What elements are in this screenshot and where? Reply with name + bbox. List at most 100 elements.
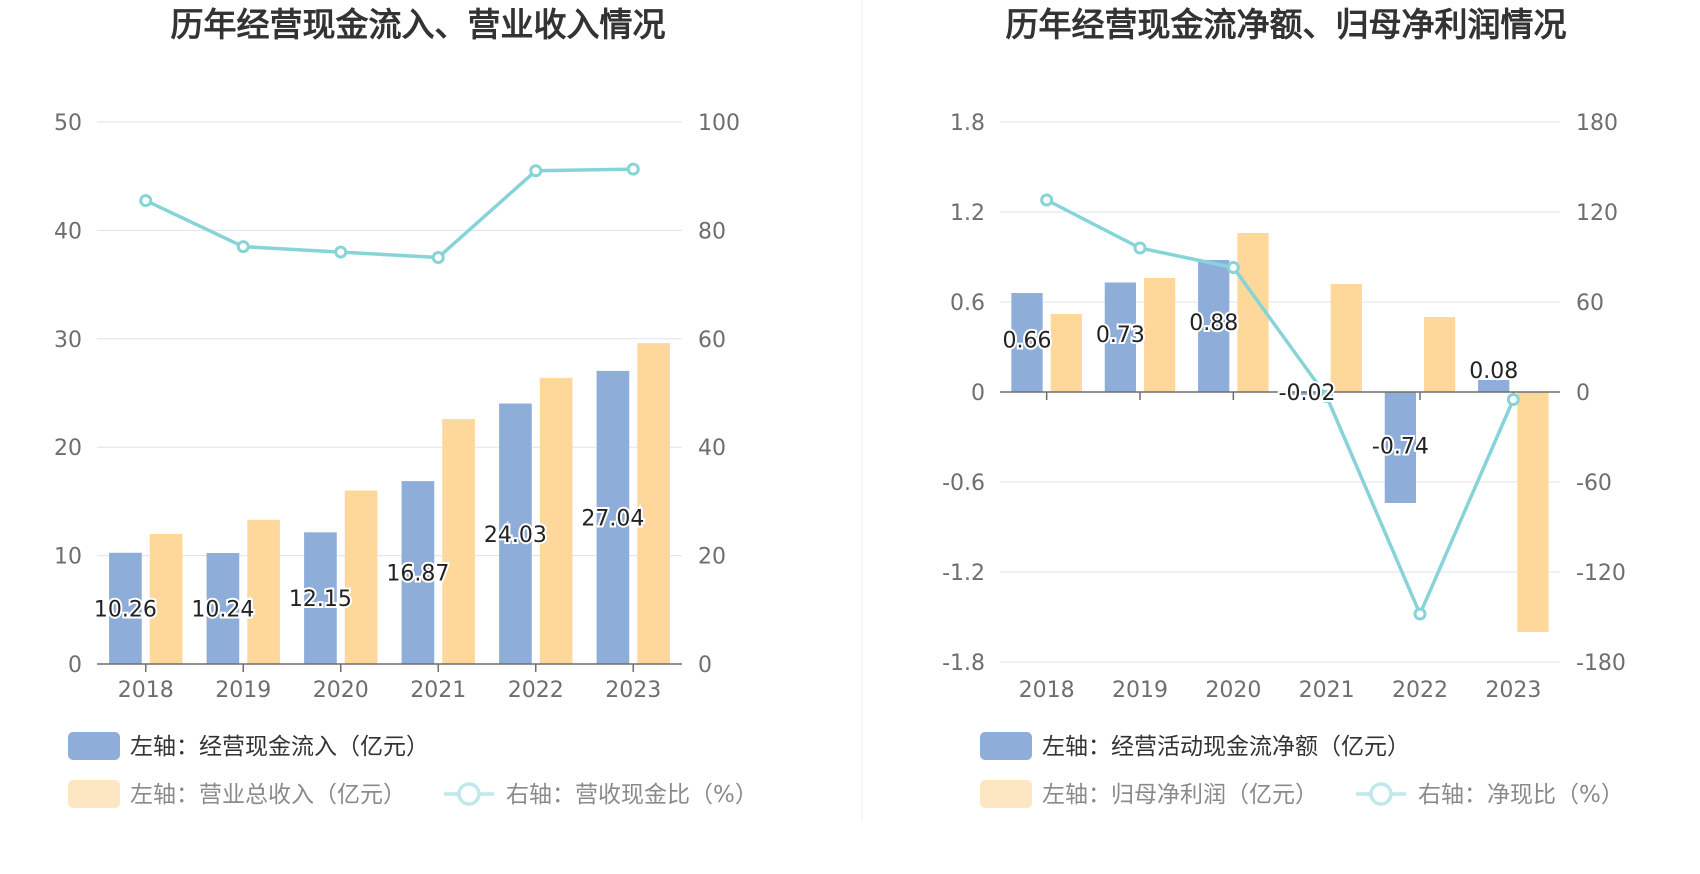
line-series <box>1045 198 1515 619</box>
bar-secondary <box>442 419 475 664</box>
legend-swatch[interactable] <box>980 780 1032 808</box>
right-axis-tick: 120 <box>1576 201 1618 226</box>
left-axis-tick: 0 <box>68 653 82 678</box>
bar-primary <box>1198 260 1230 392</box>
bar-primary <box>206 552 240 664</box>
x-axis-label: 2023 <box>605 678 661 703</box>
left-axis-tick: -0.6 <box>942 471 985 496</box>
right-axis-tick: -60 <box>1576 471 1612 496</box>
x-axis-label: 2020 <box>1205 678 1261 703</box>
right-axis-tick: 60 <box>698 328 726 353</box>
line-point <box>431 251 445 264</box>
right-axis-tick: -180 <box>1576 651 1626 676</box>
legend-label[interactable]: 右轴：营收现金比（%） <box>506 782 758 808</box>
x-axis-label: 2023 <box>1485 678 1541 703</box>
right-axis-tick: 80 <box>698 219 726 244</box>
line-series <box>145 167 634 260</box>
x-axis-label: 2018 <box>1019 678 1075 703</box>
bar-secondary <box>1330 284 1362 392</box>
legend-label[interactable]: 左轴：经营现金流入（亿元） <box>130 734 429 760</box>
line-point <box>529 164 543 178</box>
bar-secondary <box>149 533 183 664</box>
bar-secondary <box>539 377 573 664</box>
bar-data-label: 0.88 <box>1189 311 1238 336</box>
chart-panel-left: 历年经营现金流入、营业收入情况 0 10 20 30 40 50 0 20 40 60 80 100 20… <box>54 5 758 808</box>
bar-secondary <box>1517 392 1549 632</box>
bar-primary <box>1011 293 1043 392</box>
left-axis-tick: 1.2 <box>950 201 985 226</box>
line-point <box>626 162 640 176</box>
right-axis-tick: -120 <box>1576 561 1626 586</box>
chart-panel-right: 历年经营现金流净额、归母净利润情况 -1.8 -1.2 -0.6 0 0.6 1.2 1.8 -… <box>942 5 1626 808</box>
bar-secondary <box>1237 233 1269 392</box>
line-point <box>1133 241 1147 255</box>
legend-swatch[interactable] <box>980 732 1032 760</box>
legend-swatch[interactable] <box>68 732 120 760</box>
right-axis-tick: 0 <box>1576 381 1590 406</box>
bar-data-label: 0.73 <box>1096 323 1145 348</box>
bar-data-label: 24.03 <box>484 523 547 548</box>
left-axis-tick: -1.8 <box>942 651 985 676</box>
left-axis-tick: 0 <box>971 381 985 406</box>
bar-primary <box>304 532 337 664</box>
right-axis-tick: 40 <box>698 436 726 461</box>
bar-secondary <box>1050 314 1082 392</box>
bar-data-label: 0.08 <box>1469 359 1518 384</box>
x-axis-label: 2021 <box>410 678 466 703</box>
right-axis-tick: 180 <box>1576 111 1618 136</box>
legend-label[interactable]: 右轴：净现比（%） <box>1418 782 1624 808</box>
right-axis-tick: 100 <box>698 111 740 136</box>
legend-swatch[interactable] <box>68 780 120 808</box>
left-axis-tick: 20 <box>54 436 82 461</box>
chart-title: 历年经营现金流入、营业收入情况 <box>171 5 666 44</box>
line-point <box>1226 261 1240 274</box>
line-point <box>236 240 250 254</box>
legend-label[interactable]: 左轴：归母净利润（亿元） <box>1042 782 1318 808</box>
line-point <box>1040 193 1054 207</box>
legend-line-marker[interactable] <box>1369 782 1393 806</box>
legend-line-marker[interactable] <box>457 782 481 806</box>
bar-data-label: 16.87 <box>386 562 449 587</box>
bar-data-label: 10.26 <box>94 597 157 622</box>
bar-primary <box>1291 392 1323 395</box>
line-point <box>1320 390 1334 403</box>
line-point <box>1506 393 1520 406</box>
left-axis-tick: -1.2 <box>942 561 985 586</box>
bar-primary <box>109 552 142 664</box>
bar-secondary <box>1424 317 1456 392</box>
left-axis-tick: 40 <box>54 219 82 244</box>
bar-data-label: 0.66 <box>1003 329 1052 354</box>
right-axis-tick: 20 <box>698 545 726 570</box>
x-axis-label: 2019 <box>1112 678 1168 703</box>
bar-primary <box>596 370 630 664</box>
bar-secondary <box>344 490 378 664</box>
legend-label[interactable]: 左轴：营业总收入（亿元） <box>130 782 406 808</box>
bar-secondary <box>247 519 280 664</box>
left-axis-tick: 30 <box>54 328 82 353</box>
bar-primary <box>401 481 435 664</box>
bar-data-label: 12.15 <box>289 587 352 612</box>
line-point <box>334 245 348 259</box>
right-axis-tick: 0 <box>698 653 712 678</box>
legend-label[interactable]: 左轴：经营活动现金流净额（亿元） <box>1042 734 1410 760</box>
left-axis-tick: 1.8 <box>950 111 985 136</box>
bar-secondary <box>1144 278 1176 392</box>
left-axis-tick: 0.6 <box>950 291 985 316</box>
right-axis-tick: 60 <box>1576 291 1604 316</box>
x-axis-label: 2022 <box>508 678 564 703</box>
x-axis-label: 2018 <box>118 678 174 703</box>
x-axis-label: 2019 <box>215 678 271 703</box>
bar-primary <box>1478 380 1510 392</box>
bar-data-label: -0.02 <box>1279 381 1336 406</box>
bar-primary <box>1384 392 1416 503</box>
x-axis-label: 2022 <box>1392 678 1448 703</box>
left-axis-tick: 10 <box>54 545 82 570</box>
left-axis-tick: 50 <box>54 111 82 136</box>
line-point <box>1413 607 1427 621</box>
line-point <box>139 194 153 208</box>
x-axis-label: 2020 <box>313 678 369 703</box>
bar-primary <box>499 403 532 664</box>
bar-data-label: 10.24 <box>191 597 254 622</box>
